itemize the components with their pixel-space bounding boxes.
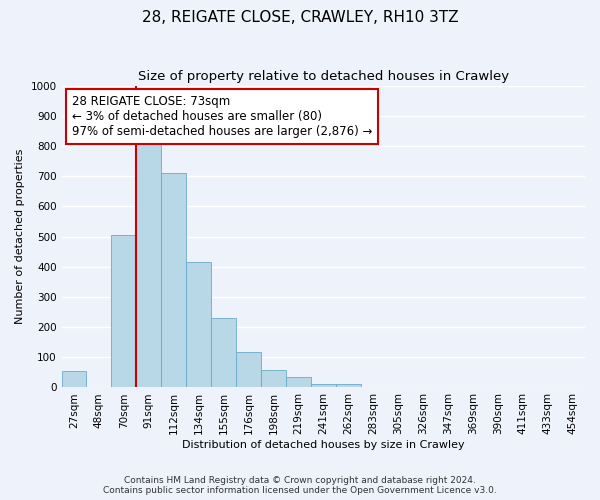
Bar <box>161 173 186 388</box>
Text: 28, REIGATE CLOSE, CRAWLEY, RH10 3TZ: 28, REIGATE CLOSE, CRAWLEY, RH10 3TZ <box>142 10 458 25</box>
Bar <box>236 352 261 388</box>
Bar <box>286 377 311 388</box>
Y-axis label: Number of detached properties: Number of detached properties <box>15 149 25 324</box>
Bar <box>336 384 361 388</box>
Bar <box>261 370 286 388</box>
Bar <box>62 371 86 388</box>
Text: Contains HM Land Registry data © Crown copyright and database right 2024.
Contai: Contains HM Land Registry data © Crown c… <box>103 476 497 495</box>
Text: 28 REIGATE CLOSE: 73sqm
← 3% of detached houses are smaller (80)
97% of semi-det: 28 REIGATE CLOSE: 73sqm ← 3% of detached… <box>72 94 373 138</box>
X-axis label: Distribution of detached houses by size in Crawley: Distribution of detached houses by size … <box>182 440 464 450</box>
Bar <box>186 262 211 388</box>
Bar <box>311 384 336 388</box>
Bar <box>112 235 136 388</box>
Bar <box>136 140 161 388</box>
Bar <box>211 318 236 388</box>
Title: Size of property relative to detached houses in Crawley: Size of property relative to detached ho… <box>138 70 509 83</box>
